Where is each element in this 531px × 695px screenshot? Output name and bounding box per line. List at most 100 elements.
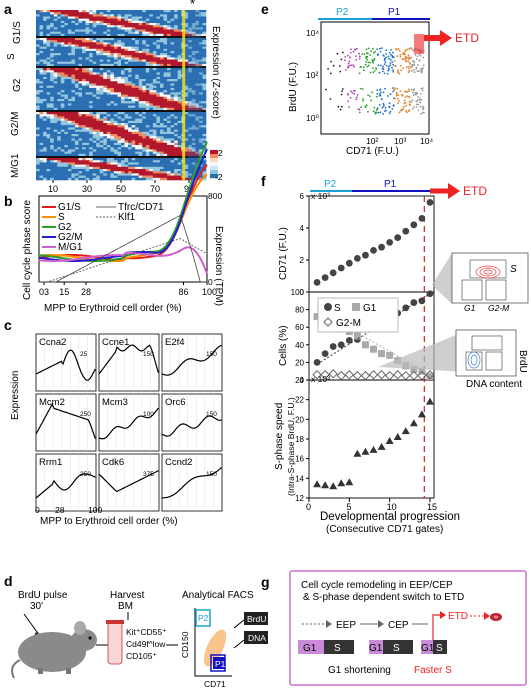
- heatmap-cell: [198, 112, 203, 115]
- heatmap-cell: [156, 118, 161, 122]
- heatmap-cell: [106, 31, 111, 35]
- heatmap-cell: [113, 166, 118, 170]
- b-x-tick-label: 15: [59, 287, 69, 297]
- heatmap-cell: [121, 70, 125, 73]
- heatmap-cell: [159, 68, 164, 71]
- heatmap-cell: [74, 158, 79, 161]
- heatmap-cell: [135, 46, 140, 50]
- heatmap-cell: [50, 33, 55, 37]
- heatmap-cell: [177, 81, 182, 84]
- heatmap-cell: [188, 169, 193, 172]
- heatmap-cell: [124, 166, 129, 170]
- heatmap-cell: [60, 25, 65, 28]
- facs-output-arrows-icon: [233, 619, 245, 649]
- heatmap-cell: [113, 50, 118, 54]
- heatmap-cell: [96, 16, 101, 19]
- g2m-point: [393, 370, 403, 380]
- d-output-dna: DNA: [248, 633, 266, 643]
- heatmap-cell: [53, 160, 58, 163]
- heatmap-cell: [167, 55, 171, 58]
- heatmap-cell: [202, 76, 207, 80]
- b-x-label: MPP to Erythroid cell order (%): [44, 303, 182, 314]
- facs-event: [390, 53, 392, 56]
- colorbar-step: [210, 162, 218, 167]
- heatmap-cell: [121, 10, 125, 13]
- heatmap-cell: [43, 140, 47, 144]
- heatmap-cell: [202, 25, 207, 28]
- facs-event: [389, 64, 392, 66]
- heatmap-cell: [170, 38, 175, 41]
- f-subplot-frame: [308, 379, 435, 499]
- heatmap-cell: [170, 169, 175, 172]
- heatmap-cell: [177, 61, 182, 65]
- d-harvest: Harvest: [110, 590, 145, 601]
- facs-event: [406, 95, 409, 97]
- heatmap-cell: [184, 116, 189, 119]
- heatmap-cell: [53, 61, 58, 65]
- speed-point: [361, 447, 370, 455]
- heatmap-cell: [53, 83, 58, 86]
- facs-event: [371, 91, 373, 94]
- heatmap-cell: [177, 105, 182, 109]
- facs-event: [340, 105, 343, 108]
- heatmap-cell: [117, 140, 122, 144]
- heatmap-cell: [202, 29, 207, 32]
- heatmap-cell: [149, 76, 154, 80]
- heatmap-cell: [96, 25, 101, 28]
- heatmap-cell: [85, 31, 90, 35]
- inset2-connector: [378, 330, 468, 372]
- heatmap-cell: [110, 160, 115, 163]
- heatmap-cell: [89, 90, 93, 93]
- f-y-tick-label: 16: [295, 455, 304, 464]
- heatmap-cell: [145, 83, 150, 86]
- heatmap-cell: [149, 29, 154, 32]
- heatmap-cell: [57, 118, 62, 122]
- facs-event: [381, 70, 384, 73]
- heatmap-cell: [202, 107, 207, 111]
- heatmap-cell: [128, 33, 132, 37]
- heatmap-cell: [106, 27, 111, 30]
- heatmap-cell: [99, 27, 104, 30]
- facs-event: [411, 48, 414, 51]
- heatmap-cell: [135, 112, 140, 115]
- heatmap-cell: [92, 105, 97, 109]
- facs-event: [372, 110, 375, 113]
- heatmap-cell: [188, 61, 193, 65]
- facs-event: [421, 70, 423, 73]
- heatmap-cell: [159, 79, 164, 82]
- heatmap-cell: [131, 169, 136, 172]
- heatmap-cell: [85, 147, 90, 150]
- heatmap-cell: [64, 14, 69, 17]
- heatmap-cell: [74, 96, 79, 100]
- heatmap-cell: [92, 112, 97, 115]
- heatmap-cell: [170, 57, 175, 60]
- heatmap-cell: [184, 158, 189, 161]
- heatmap-cell: [135, 173, 140, 176]
- heatmap-cell: [145, 44, 150, 47]
- heatmap-cell: [184, 92, 189, 95]
- heatmap-cell: [156, 74, 161, 78]
- facs-event: [341, 90, 343, 93]
- heatmap-cell: [57, 96, 62, 100]
- heatmap-cell: [74, 94, 79, 98]
- heatmap-cell: [117, 38, 122, 41]
- heatmap-cell: [167, 94, 171, 98]
- heatmap-cell: [71, 94, 76, 98]
- heatmap-cell: [113, 101, 118, 104]
- facs-event: [402, 105, 405, 108]
- heatmap-cell: [53, 23, 58, 26]
- heatmap-cell: [103, 79, 108, 82]
- heatmap-cell: [113, 10, 118, 13]
- heatmap-cell: [152, 123, 157, 126]
- heatmap-cell: [53, 90, 58, 93]
- heatmap-cell: [188, 92, 193, 95]
- heatmap-cell: [117, 103, 122, 106]
- heatmap-cell: [167, 81, 171, 84]
- facs-event: [358, 57, 361, 60]
- heatmap-cell: [131, 131, 136, 135]
- heatmap-cell: [60, 85, 65, 89]
- dna-box: [244, 631, 268, 644]
- heatmap-cell: [82, 79, 86, 82]
- heatmap-cell: [156, 98, 161, 102]
- heatmap-cell: [124, 145, 129, 148]
